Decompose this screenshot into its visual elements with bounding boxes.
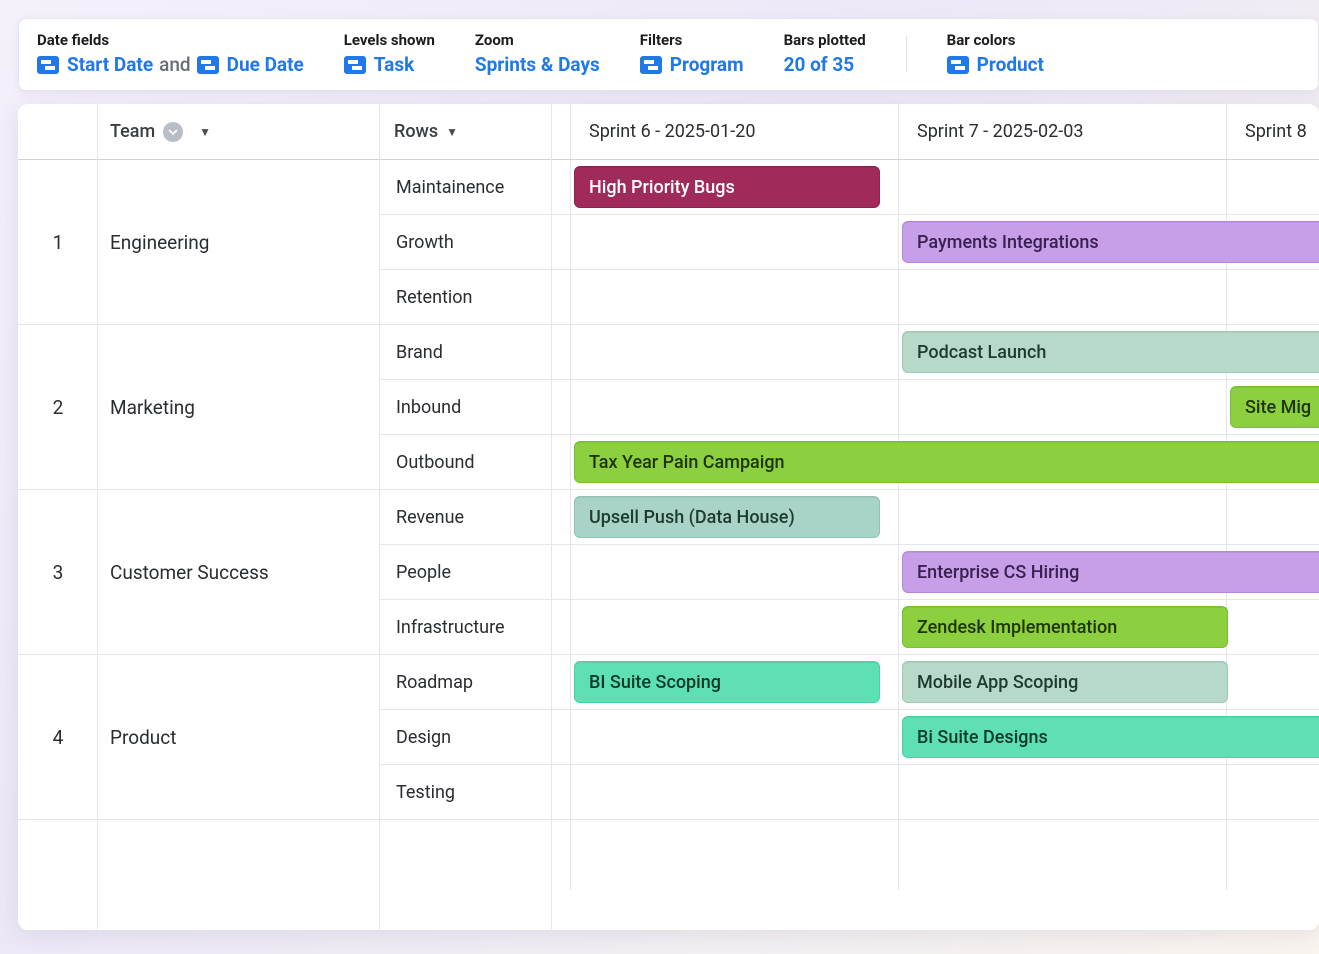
group-number: 3 — [18, 490, 98, 654]
team-header-label: Team — [110, 121, 155, 142]
gantt-bar[interactable]: BI Suite Scoping — [574, 661, 880, 703]
gantt-bar[interactable]: Zendesk Implementation — [902, 606, 1228, 648]
gantt-bar[interactable]: Podcast Launch — [902, 331, 1319, 373]
row-cell[interactable]: Outbound — [380, 435, 551, 490]
row-cell[interactable]: Inbound — [380, 380, 551, 435]
number-header — [18, 104, 97, 160]
row-cell[interactable]: Design — [380, 710, 551, 765]
gantt-row[interactable]: BI Suite Scoping Mobile App Scoping — [552, 655, 1319, 710]
zoom-value: Sprints & Days — [475, 53, 600, 76]
row-cell[interactable]: Growth — [380, 215, 551, 270]
toolbar-levels[interactable]: Levels shown Task — [344, 31, 435, 76]
toolbar-bars-plotted[interactable]: Bars plotted 20 of 35 — [784, 31, 866, 76]
toolbar-divider — [906, 36, 907, 72]
gantt-bar[interactable]: Enterprise CS Hiring — [902, 551, 1319, 593]
group-number: 1 — [18, 160, 98, 324]
gantt-group: Podcast Launch Site Mig Tax Year Pain Camp… — [552, 325, 1319, 490]
row-cell[interactable]: Brand — [380, 325, 551, 380]
row-cell[interactable]: People — [380, 545, 551, 600]
gantt-row[interactable]: Payments Integrations — [552, 215, 1319, 270]
levels-label: Levels shown — [344, 31, 435, 49]
sprint-header[interactable]: Sprint 7 - 2025-02-03 — [898, 104, 1226, 159]
gantt-row[interactable]: Enterprise CS Hiring — [552, 545, 1319, 600]
gantt-bar[interactable]: Upsell Push (Data House) — [574, 496, 880, 538]
sprint-header[interactable]: Sprint 6 - 2025-01-20 — [570, 104, 898, 159]
column-team: Team ▼ EngineeringMarketingCustomer Succ… — [98, 104, 380, 930]
sprint-divider — [898, 104, 899, 159]
gantt-group: High Priority Bugs Payments Integrations — [552, 160, 1319, 325]
gantt-row[interactable]: Podcast Launch — [552, 325, 1319, 380]
toolbar-date-fields[interactable]: Date fields Start Date and Due Date — [37, 31, 304, 76]
team-cell[interactable]: Engineering — [98, 160, 380, 324]
gantt-bar[interactable]: Tax Year Pain Campaign — [574, 441, 1319, 483]
gantt-row[interactable] — [552, 270, 1319, 325]
date-fields-label: Date fields — [37, 31, 304, 49]
date-and: and — [159, 53, 191, 76]
dropdown-caret-icon: ▼ — [199, 125, 211, 139]
gantt-row[interactable]: High Priority Bugs — [552, 160, 1319, 215]
sprint-divider — [1226, 104, 1227, 159]
gantt-row[interactable]: Site Mig — [552, 380, 1319, 435]
column-number: 1234 — [18, 104, 98, 930]
group-number: 2 — [18, 325, 98, 489]
column-rows: Rows ▼ MaintainenceGrowthRetentionBrandI… — [380, 104, 552, 930]
filters-value: Program — [670, 53, 744, 76]
levels-icon — [344, 56, 366, 74]
date-icon — [37, 56, 59, 74]
row-cell[interactable]: Roadmap — [380, 655, 551, 710]
row-cell[interactable]: Infrastructure — [380, 600, 551, 655]
team-cell[interactable]: Product — [98, 655, 380, 819]
toolbar-bar-colors[interactable]: Bar colors Product — [947, 31, 1044, 76]
sprint-header[interactable]: Sprint 8 — [1226, 104, 1319, 159]
filters-label: Filters — [640, 31, 744, 49]
row-cell[interactable]: Testing — [380, 765, 551, 820]
gantt-group: BI Suite Scoping Mobile App Scoping Bi Sui… — [552, 655, 1319, 820]
chevron-down-icon — [163, 122, 183, 142]
gantt-bar[interactable]: High Priority Bugs — [574, 166, 880, 208]
column-gantt: Sprint 6 - 2025-01-20Sprint 7 - 2025-02-… — [552, 104, 1319, 930]
team-cell[interactable]: Marketing — [98, 325, 380, 489]
gantt-bar[interactable]: Bi Suite Designs — [902, 716, 1319, 758]
team-header[interactable]: Team ▼ — [98, 104, 379, 160]
row-cell[interactable]: Revenue — [380, 490, 551, 545]
gantt-row[interactable]: Upsell Push (Data House) — [552, 490, 1319, 545]
start-date-value: Start Date — [67, 53, 153, 76]
bar-colors-icon — [947, 56, 969, 74]
zoom-label: Zoom — [475, 31, 600, 49]
filters-icon — [640, 56, 662, 74]
rows-header-label: Rows — [394, 121, 438, 142]
gantt-header: Sprint 6 - 2025-01-20Sprint 7 - 2025-02-… — [552, 104, 1319, 160]
gantt-row[interactable]: Bi Suite Designs — [552, 710, 1319, 765]
bar-colors-label: Bar colors — [947, 31, 1044, 49]
gantt-row[interactable]: Zendesk Implementation — [552, 600, 1319, 655]
row-cell[interactable]: Maintainence — [380, 160, 551, 215]
gantt-row[interactable]: Tax Year Pain Campaign — [552, 435, 1319, 490]
date-icon — [197, 56, 219, 74]
group-number: 4 — [18, 655, 98, 819]
gantt-row[interactable] — [552, 765, 1319, 820]
rows-header[interactable]: Rows ▼ — [380, 104, 551, 160]
gantt-panel: 1234 Team ▼ EngineeringMarketingCustomer… — [18, 104, 1319, 930]
gantt-bar[interactable]: Site Mig — [1230, 386, 1319, 428]
bars-plotted-value: 20 of 35 — [784, 53, 866, 76]
bars-plotted-label: Bars plotted — [784, 31, 866, 49]
due-date-value: Due Date — [227, 53, 304, 76]
toolbar-zoom[interactable]: Zoom Sprints & Days — [475, 31, 600, 76]
toolbar-filters[interactable]: Filters Program — [640, 31, 744, 76]
gantt-bar[interactable]: Mobile App Scoping — [902, 661, 1228, 703]
gantt-group: Upsell Push (Data House) Enterprise CS Hi… — [552, 490, 1319, 655]
row-cell[interactable]: Retention — [380, 270, 551, 325]
gantt-bar[interactable]: Payments Integrations — [902, 221, 1319, 263]
levels-value: Task — [374, 53, 414, 76]
gantt-toolbar: Date fields Start Date and Due Date Leve… — [18, 18, 1319, 91]
bar-colors-value: Product — [977, 53, 1044, 76]
dropdown-caret-icon: ▼ — [446, 125, 458, 139]
team-cell[interactable]: Customer Success — [98, 490, 380, 654]
gantt-body[interactable]: High Priority Bugs Payments Integrations P… — [552, 160, 1319, 890]
